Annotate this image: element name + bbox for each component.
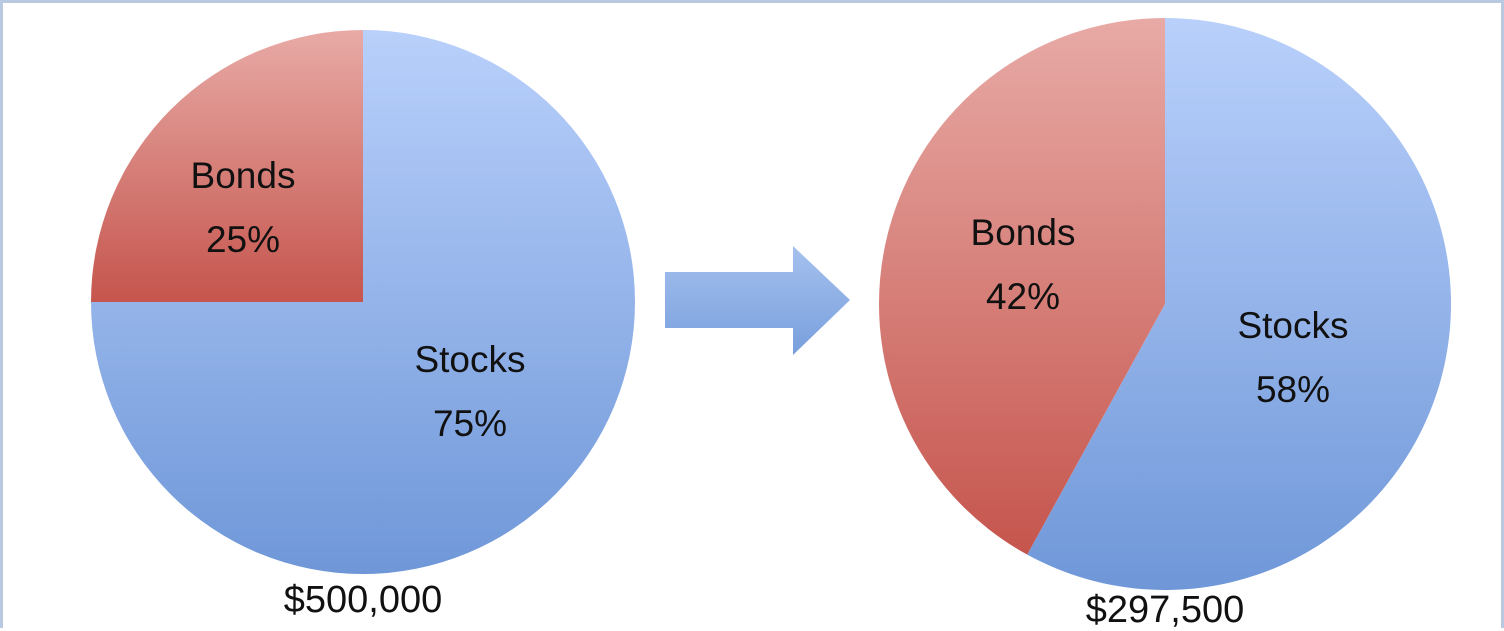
pie-total-caption: $500,000: [284, 579, 443, 621]
slice-label: Stocks: [1237, 305, 1348, 346]
slice-label: Stocks: [414, 339, 525, 380]
pie-slice-stocks: [1027, 18, 1451, 590]
pie-total-caption: $297,500: [1086, 589, 1245, 631]
slice-percent-label: 42%: [986, 276, 1060, 317]
right-arrow-icon: [665, 246, 850, 355]
slice-label: Bonds: [191, 155, 296, 196]
pie-slice-bonds: [91, 30, 363, 302]
slice-percent-label: 75%: [433, 403, 507, 444]
slice-label: Bonds: [971, 212, 1076, 253]
slice-percent-label: 25%: [206, 219, 280, 260]
pie-slice-bonds: [879, 18, 1165, 555]
slice-percent-label: 58%: [1256, 369, 1330, 410]
